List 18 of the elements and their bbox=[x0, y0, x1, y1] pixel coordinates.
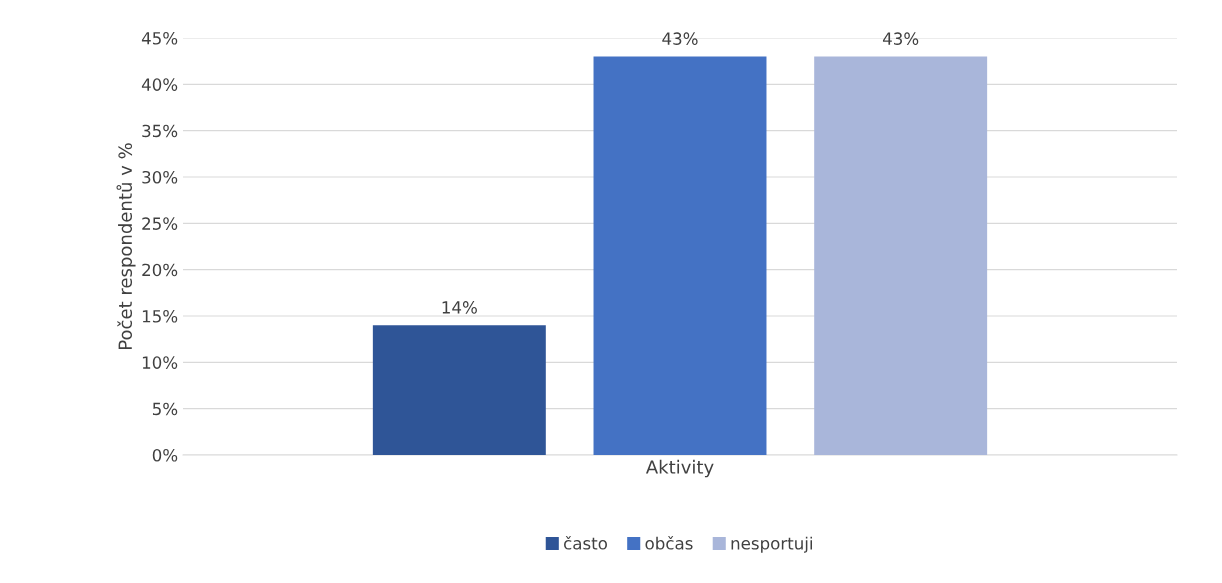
legend-label: často bbox=[564, 536, 607, 550]
y-tick-label: 25% bbox=[142, 217, 178, 230]
y-tick-label: 10% bbox=[142, 356, 178, 369]
y-tick-label: 45% bbox=[141, 31, 178, 45]
y-tick-label: 30% bbox=[142, 170, 178, 184]
y-tick-label: 20% bbox=[142, 263, 178, 277]
data-label: 14% bbox=[442, 301, 477, 314]
y-tick-label: 35% bbox=[142, 124, 178, 138]
x-tick-label: Aktivity bbox=[645, 459, 714, 478]
data-label: 43% bbox=[662, 32, 698, 45]
y-tick-label: 40% bbox=[141, 78, 178, 91]
y-tick-label: 15% bbox=[142, 309, 178, 323]
legend-label: nesportuji bbox=[731, 536, 812, 553]
data-label: 43% bbox=[882, 32, 919, 45]
y-axis-title: Počet respondentů v % bbox=[116, 143, 136, 349]
y-tick-label: 5% bbox=[152, 402, 178, 416]
legend-label: občas bbox=[645, 536, 693, 550]
y-tick-label: 0% bbox=[152, 448, 178, 462]
